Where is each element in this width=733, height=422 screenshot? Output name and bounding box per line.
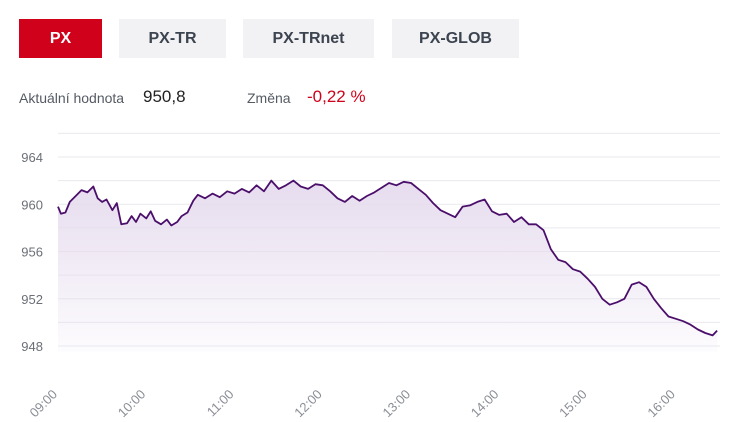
x-tick-label: 10:00 <box>115 387 149 421</box>
y-tick-label: 952 <box>21 292 43 307</box>
series-line <box>57 179 718 337</box>
change-value: -0,22 % <box>307 87 366 106</box>
y-tick-label: 956 <box>21 245 43 260</box>
y-tick-label: 948 <box>21 339 43 354</box>
x-tick-label: 11:00 <box>204 386 237 419</box>
y-tick-label: 964 <box>21 150 43 165</box>
series-area <box>58 180 718 352</box>
y-tick-label: 960 <box>21 197 43 212</box>
x-tick-label: 12:00 <box>291 387 325 421</box>
x-tick-label: 15:00 <box>556 387 590 421</box>
intraday-chart[interactable]: 964 960 956 952 948 09:00 10:00 11:00 12:00 13:00… <box>0 130 733 422</box>
current-value-label: Aktuální hodnota <box>19 90 125 106</box>
tab-px-glob[interactable]: PX-GLOB <box>392 19 519 58</box>
tab-px-trnet[interactable]: PX-TRnet <box>243 19 374 58</box>
current-value: 950,8 <box>143 87 186 106</box>
index-stats: Aktuální hodnota 950,8 Změna -0,22 % <box>19 86 719 108</box>
x-tick-label: 13:00 <box>380 387 414 421</box>
x-tick-label: 16:00 <box>644 387 678 421</box>
x-tick-label: 09:00 <box>27 387 61 421</box>
x-tick-label: 14:00 <box>468 386 502 420</box>
change-label: Změna <box>247 90 291 106</box>
tab-px-tr[interactable]: PX-TR <box>119 19 226 58</box>
tab-px[interactable]: PX <box>19 19 102 58</box>
